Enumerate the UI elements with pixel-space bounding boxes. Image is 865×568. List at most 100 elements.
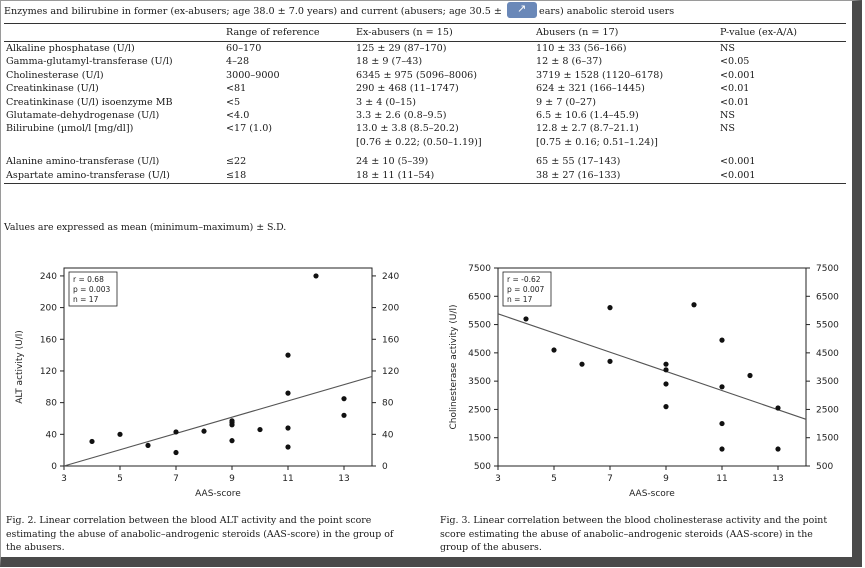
share-icon[interactable] — [507, 2, 538, 18]
table-row: Alkaline phosphatase (U/l) 60–170 125 ± 29… — [4, 42, 846, 56]
data-point — [89, 438, 95, 445]
data-point — [173, 429, 179, 435]
x-axis-label: AAS-score — [629, 489, 675, 499]
y-tick-label-right: 240 — [382, 272, 399, 282]
table-header-row: Range of reference Ex-abusers (n = 15) A… — [4, 23, 846, 42]
cell-ex-abusers: 3 ± 4 (0–15) — [356, 96, 416, 108]
cell-reference: 3000–9000 — [226, 69, 280, 81]
cell-abusers: 6.5 ± 10.6 (1.4–45.9) — [536, 110, 639, 122]
data-point — [523, 316, 529, 322]
cell-parameter — [4, 136, 224, 149]
data-point — [775, 405, 781, 411]
data-point — [719, 420, 725, 427]
data-point — [551, 347, 557, 353]
y-tick-label-left: 1500 — [468, 434, 491, 444]
cell-p-value: NS — [720, 123, 735, 135]
y-tick-label-left: 40 — [46, 430, 58, 440]
cell-abusers: 624 ± 321 (166–1445) — [536, 83, 645, 95]
y-tick-label-right: 500 — [816, 462, 833, 472]
cell-reference: <5 — [226, 96, 241, 108]
y-tick-label-left: 160 — [40, 335, 57, 345]
data-point — [229, 418, 235, 424]
caption-text-start: Enzymes and bilirubine in former (ex-abu… — [4, 6, 506, 17]
cell-parameter: Alanine amino-transferase (U/l) — [6, 156, 160, 168]
data-point — [579, 361, 585, 367]
y-tick-label-left: 2500 — [468, 405, 491, 415]
x-tick-label: 9 — [663, 474, 669, 484]
table-row: Gamma-glutamyl-transferase (U/l) 4–28 18 ±… — [4, 55, 846, 68]
cell-p-value: <0.001 — [718, 168, 846, 185]
data-point — [285, 352, 291, 358]
stats-line: p = 0.007 — [507, 285, 545, 294]
y-axis-label: Cholinesterase activity (U/l) — [449, 305, 459, 430]
y-axis-label: ALT activity (U/l) — [15, 330, 25, 403]
regression-line — [63, 375, 373, 467]
header-abusers: Abusers (n = 17) — [534, 23, 718, 42]
y-tick-label-right: 4500 — [816, 349, 839, 359]
stats-box — [502, 271, 552, 307]
data-point — [663, 367, 669, 373]
data-point — [285, 390, 291, 396]
table-row: Bilirubine (µmol/l [mg/dl]) <17 (1.0) 13.0… — [4, 122, 846, 135]
stats-line: p = 0.003 — [73, 285, 111, 294]
x-tick-label: 5 — [117, 474, 123, 484]
cell-parameter: Aspartate amino-transferase (U/l) — [4, 168, 224, 185]
cell-abusers: 3719 ± 1528 (1120–6178) — [536, 69, 664, 81]
x-tick-label: 7 — [173, 474, 179, 484]
x-tick-label: 3 — [61, 474, 67, 484]
data-point — [691, 302, 697, 308]
x-tick-label: 11 — [282, 474, 293, 484]
cell-parameter: Alkaline phosphatase (U/l) — [6, 43, 135, 54]
alt-scatter-plot: 0 0 40 40 80 80 120 120 160 160 200 200 240 240 3 5 7 9 11… — [15, 267, 399, 499]
data-point — [663, 404, 669, 410]
cell-p-value: <0.001 — [720, 156, 756, 168]
enzyme-table: Range of reference Ex-abusers (n = 15) A… — [4, 23, 846, 185]
table-row: [0.76 ± 0.22; (0.50–1.19)] [0.75 ± 0.16; … — [4, 136, 846, 149]
x-tick-label: 13 — [772, 474, 783, 484]
cell-abusers: 9 ± 7 (0–27) — [536, 96, 596, 108]
cell-parameter: Glutamate-dehydrogenase (U/l) — [6, 110, 160, 122]
stats-line: n = 17 — [507, 295, 533, 304]
y-tick-label-left: 6500 — [468, 292, 491, 302]
data-point — [313, 273, 319, 279]
data-point — [775, 446, 781, 452]
cell-reference: <17 (1.0) — [226, 123, 273, 135]
x-tick-label: 5 — [551, 474, 557, 484]
plot-frame — [63, 267, 373, 467]
table-row: Alanine amino-transferase (U/l) ≤22 24 ± 1… — [4, 155, 846, 168]
cell-ex-abusers: 6345 ± 975 (5096–8006) — [356, 69, 478, 81]
cell-abusers: [0.75 ± 0.16; 0.51–1.24)] — [536, 136, 658, 148]
data-point — [719, 384, 725, 390]
x-tick-label: 11 — [716, 474, 727, 484]
table-row: Cholinesterase (U/l) 3000–9000 6345 ± 975 … — [4, 69, 846, 82]
stats-line: n = 17 — [73, 295, 99, 304]
y-tick-label-left: 80 — [46, 399, 58, 409]
data-point — [257, 426, 263, 433]
cell-p-value: <0.01 — [720, 96, 750, 108]
cell-reference: ≤18 — [224, 168, 354, 185]
y-tick-label-right: 80 — [382, 399, 394, 409]
cell-p-value: NS — [720, 110, 735, 122]
cell-p-value: <0.05 — [720, 56, 750, 68]
fig3-caption: Fig. 3. Linear correlation between the b… — [440, 515, 828, 554]
cell-parameter: Cholinesterase (U/l) — [6, 69, 104, 81]
data-point — [747, 372, 753, 379]
cell-ex-abusers: [0.76 ± 0.22; (0.50–1.19)] — [356, 136, 482, 148]
y-tick-label-right: 160 — [382, 335, 399, 345]
data-point — [145, 442, 151, 449]
y-tick-label-right: 200 — [382, 304, 399, 314]
header-ex-abusers: Ex-abusers (n = 15) — [354, 23, 534, 42]
table-footnote: Values are expressed as mean (minimum–ma… — [4, 222, 287, 233]
stats-line: r = -0.62 — [507, 275, 541, 284]
y-tick-label-left: 5500 — [468, 321, 491, 331]
cell-abusers: 110 ± 33 (56–166) — [536, 43, 627, 54]
cell-parameter: Bilirubine (µmol/l [mg/dl]) — [6, 123, 134, 135]
cell-p-value: <0.001 — [720, 69, 756, 81]
y-tick-label-right: 7500 — [816, 264, 839, 274]
data-point — [663, 381, 669, 387]
x-axis-label: AAS-score — [195, 489, 241, 499]
stats-line: r = 0.68 — [73, 275, 104, 284]
y-tick-label-left: 7500 — [468, 264, 491, 274]
cholinesterase-chart: 500 500 1500 1500 2500 2500 3500 3500 4500 4500 55… — [440, 258, 840, 510]
